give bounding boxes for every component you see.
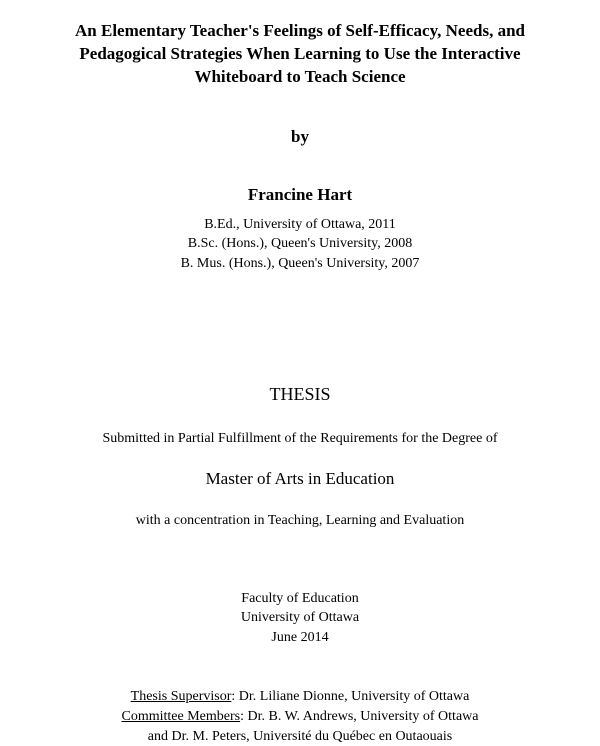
committee-block: Thesis Supervisor: Dr. Liliane Dionne, U… (52, 687, 548, 746)
institution-block: Faculty of Education University of Ottaw… (52, 589, 548, 648)
members-line-2: and Dr. M. Peters, Université du Québec … (52, 727, 548, 746)
supervisor-text: : Dr. Liliane Dionne, University of Otta… (231, 689, 469, 704)
concentration-text: with a concentration in Teaching, Learni… (52, 513, 548, 529)
credential-line: B.Ed., University of Ottawa, 2011 (52, 215, 548, 235)
members-line-1: Committee Members: Dr. B. W. Andrews, Un… (52, 707, 548, 727)
degree-name: Master of Arts in Education (52, 469, 548, 489)
members-label: Committee Members (122, 709, 241, 724)
author-name: Francine Hart (52, 185, 548, 205)
author-credentials: B.Ed., University of Ottawa, 2011 B.Sc. … (52, 215, 548, 274)
thesis-title: An Elementary Teacher's Feelings of Self… (52, 20, 548, 89)
faculty-name: Faculty of Education (52, 589, 548, 609)
credential-line: B.Sc. (Hons.), Queen's University, 2008 (52, 234, 548, 254)
members-text: : Dr. B. W. Andrews, University of Ottaw… (240, 709, 478, 724)
thesis-date: June 2014 (52, 628, 548, 648)
supervisor-label: Thesis Supervisor (131, 689, 232, 704)
by-label: by (52, 127, 548, 147)
credential-line: B. Mus. (Hons.), Queen's University, 200… (52, 254, 548, 274)
fulfillment-text: Submitted in Partial Fulfillment of the … (52, 431, 548, 447)
supervisor-line: Thesis Supervisor: Dr. Liliane Dionne, U… (52, 687, 548, 707)
university-name: University of Ottawa (52, 608, 548, 628)
thesis-label: THESIS (52, 384, 548, 405)
